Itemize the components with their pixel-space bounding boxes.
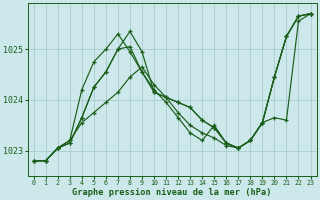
X-axis label: Graphe pression niveau de la mer (hPa): Graphe pression niveau de la mer (hPa) <box>72 188 272 197</box>
